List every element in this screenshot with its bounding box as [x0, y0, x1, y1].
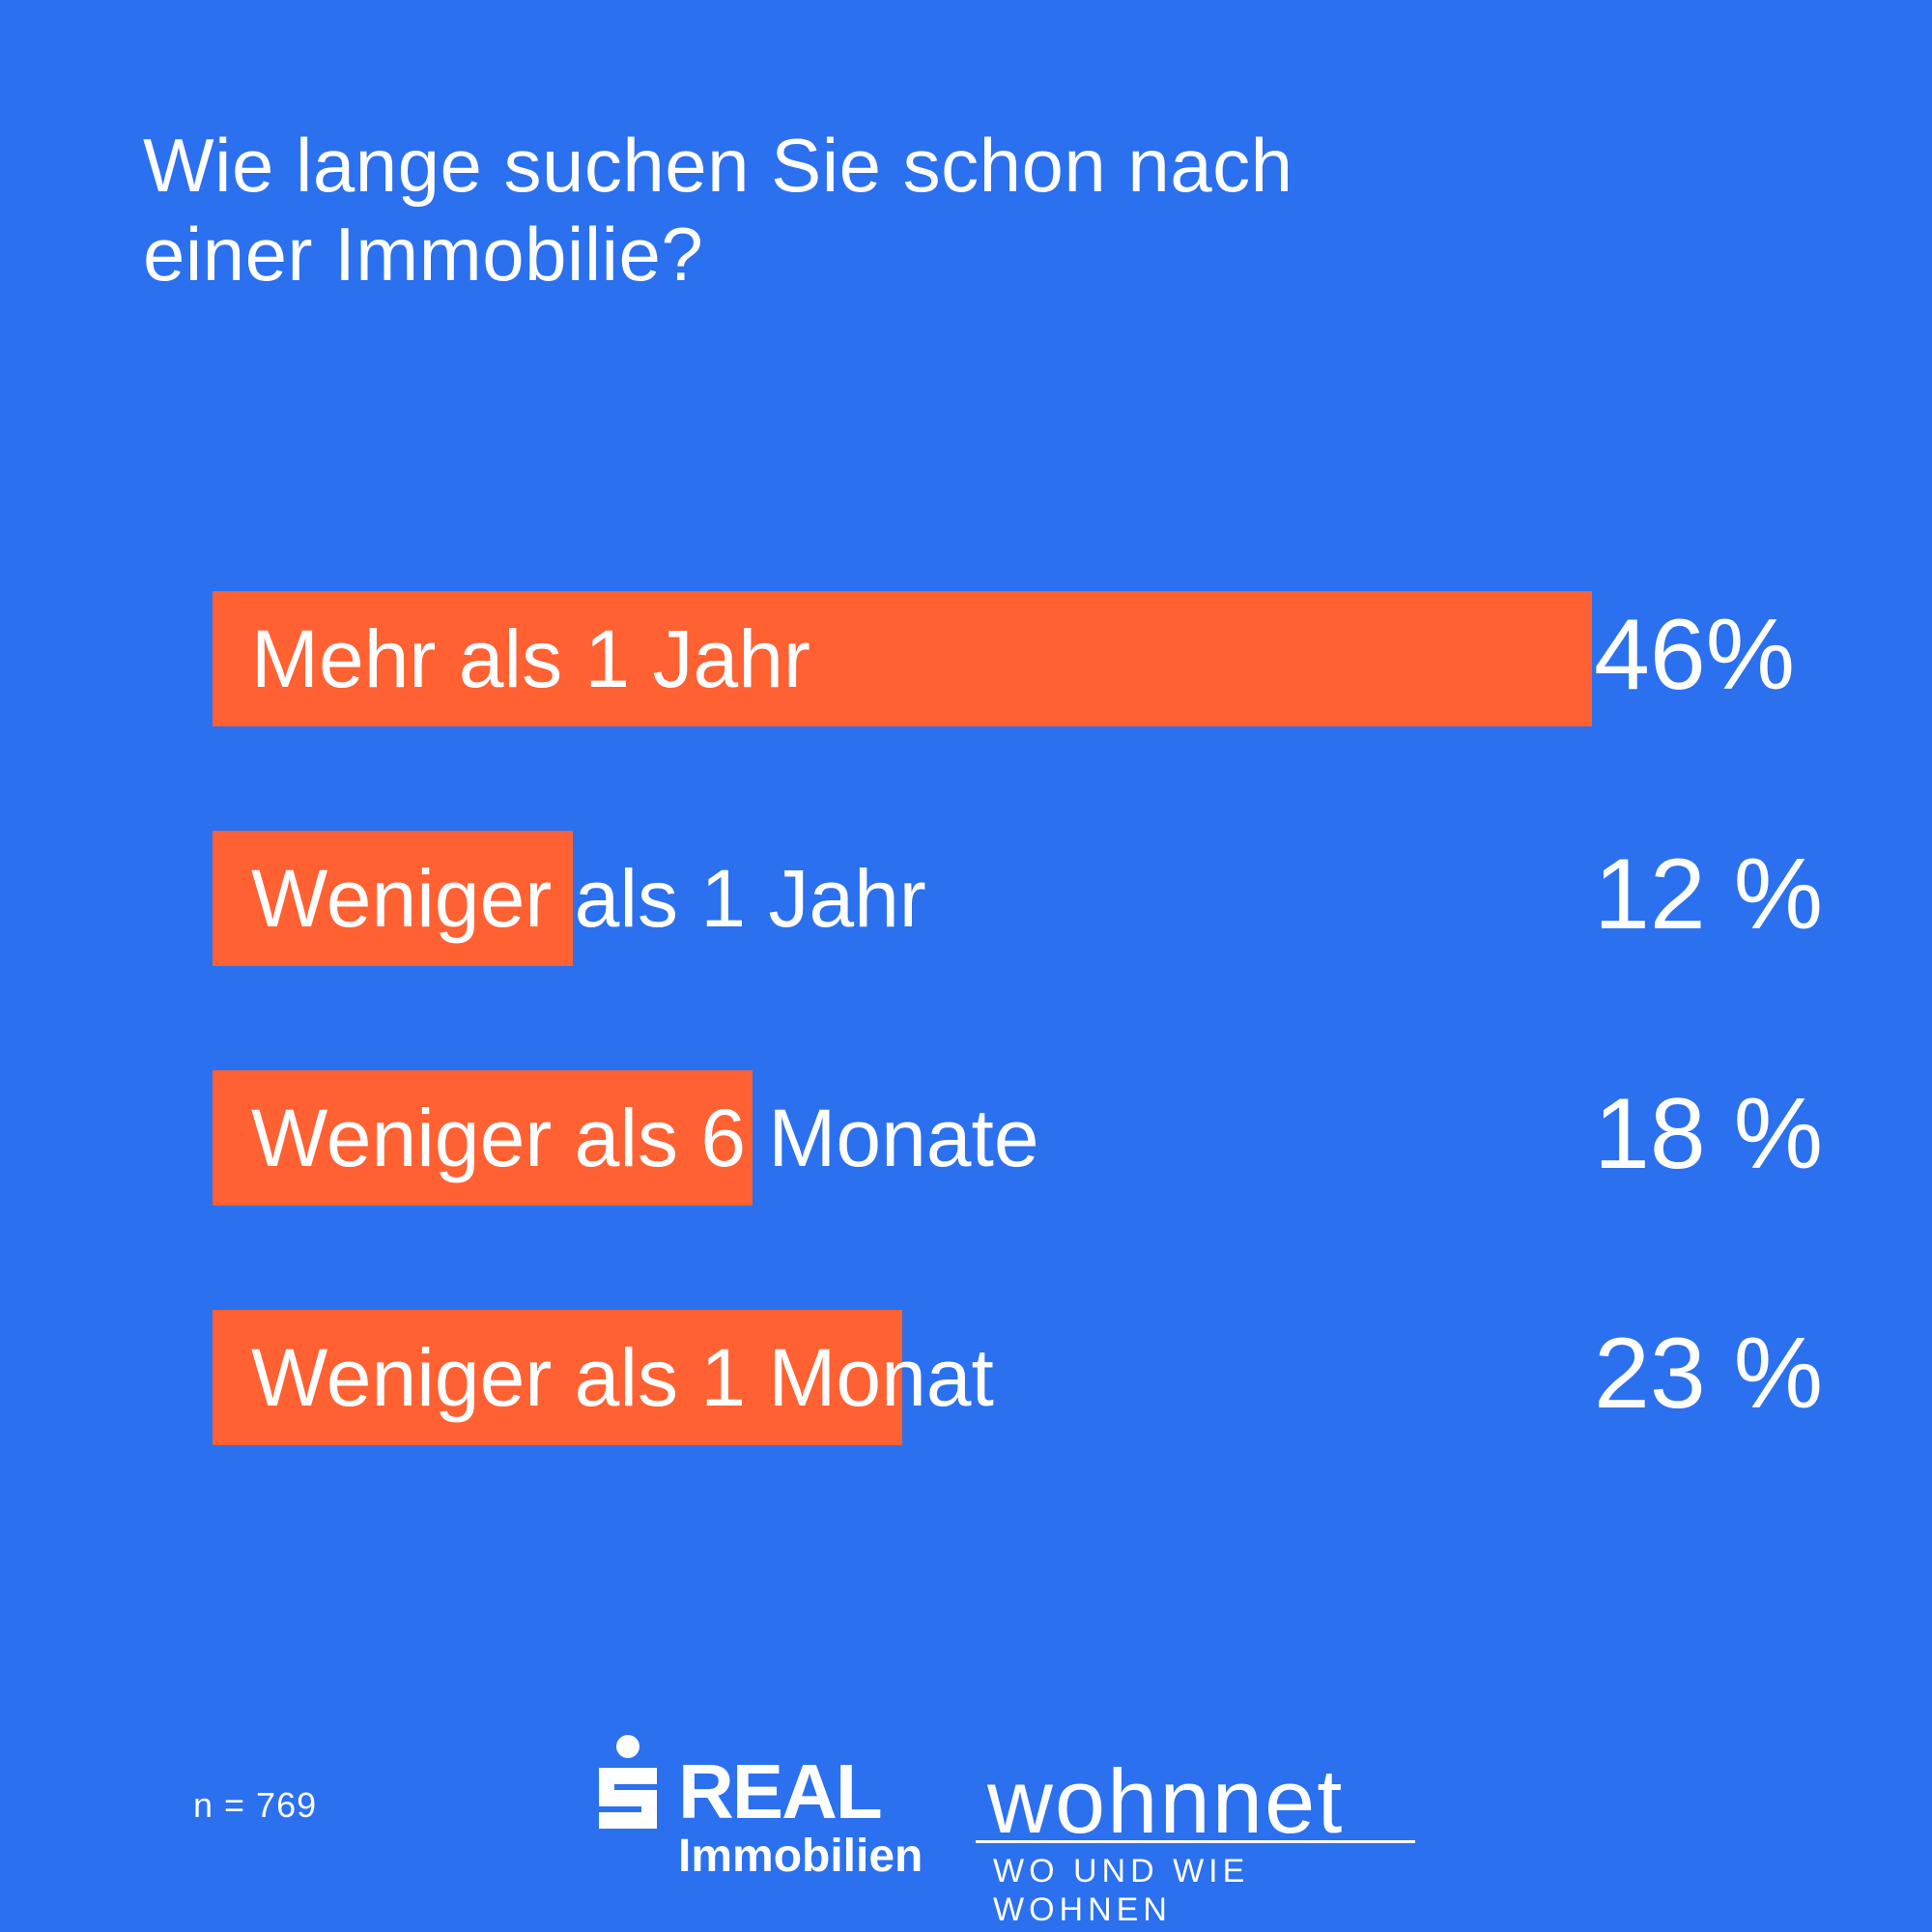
bar-row: Weniger als 1 Monat 23 %: [213, 1310, 1874, 1445]
bar-value-label: 12 %: [1594, 838, 1824, 951]
bar-category-label: Weniger als 1 Monat: [251, 1332, 994, 1423]
wohnnet-logo-divider: [976, 1840, 1415, 1843]
bar-row: Weniger als 1 Jahr 12 %: [213, 831, 1874, 966]
bar: [213, 591, 1592, 726]
bar-category-label: Weniger als 6 Monate: [251, 1093, 1039, 1183]
bar-category-label: Weniger als 1 Jahr: [251, 853, 926, 944]
bar-value-label: 46%: [1594, 599, 1796, 711]
sreal-immobilien-logo: REAL Immobilien: [589, 1734, 937, 1889]
chart-title: Wie lange suchen Sie schon nach einer Im…: [143, 121, 1399, 298]
bar-value-label: 23 %: [1594, 1318, 1824, 1430]
sreal-logo-text: REAL: [678, 1748, 883, 1834]
sreal-logo-subtext: Immobilien: [678, 1831, 923, 1882]
bar: [213, 1070, 753, 1206]
wohnnet-logo-tagline: WO UND WIE WOHNEN: [993, 1853, 1250, 1928]
chart-title-line-2: einer Immobilie?: [143, 212, 704, 297]
wohnnet-logo-text: wohnnet: [987, 1750, 1345, 1852]
bar: [213, 831, 573, 966]
wohnnet-logo: wohnnet WO UND WIE WOHNEN: [976, 1753, 1420, 1928]
bar-value-label: 18 %: [1594, 1078, 1824, 1190]
bar-category-label: Mehr als 1 Jahr: [251, 613, 810, 704]
bar-row: Mehr als 1 Jahr 46%: [213, 591, 1874, 726]
bar: [213, 1310, 902, 1445]
sparkasse-s-icon: [599, 1735, 657, 1829]
bar-row: Weniger als 6 Monate 18 %: [213, 1070, 1874, 1206]
chart-title-line-1: Wie lange suchen Sie schon nach: [143, 123, 1293, 208]
sample-size-note: n = 769: [193, 1785, 318, 1825]
